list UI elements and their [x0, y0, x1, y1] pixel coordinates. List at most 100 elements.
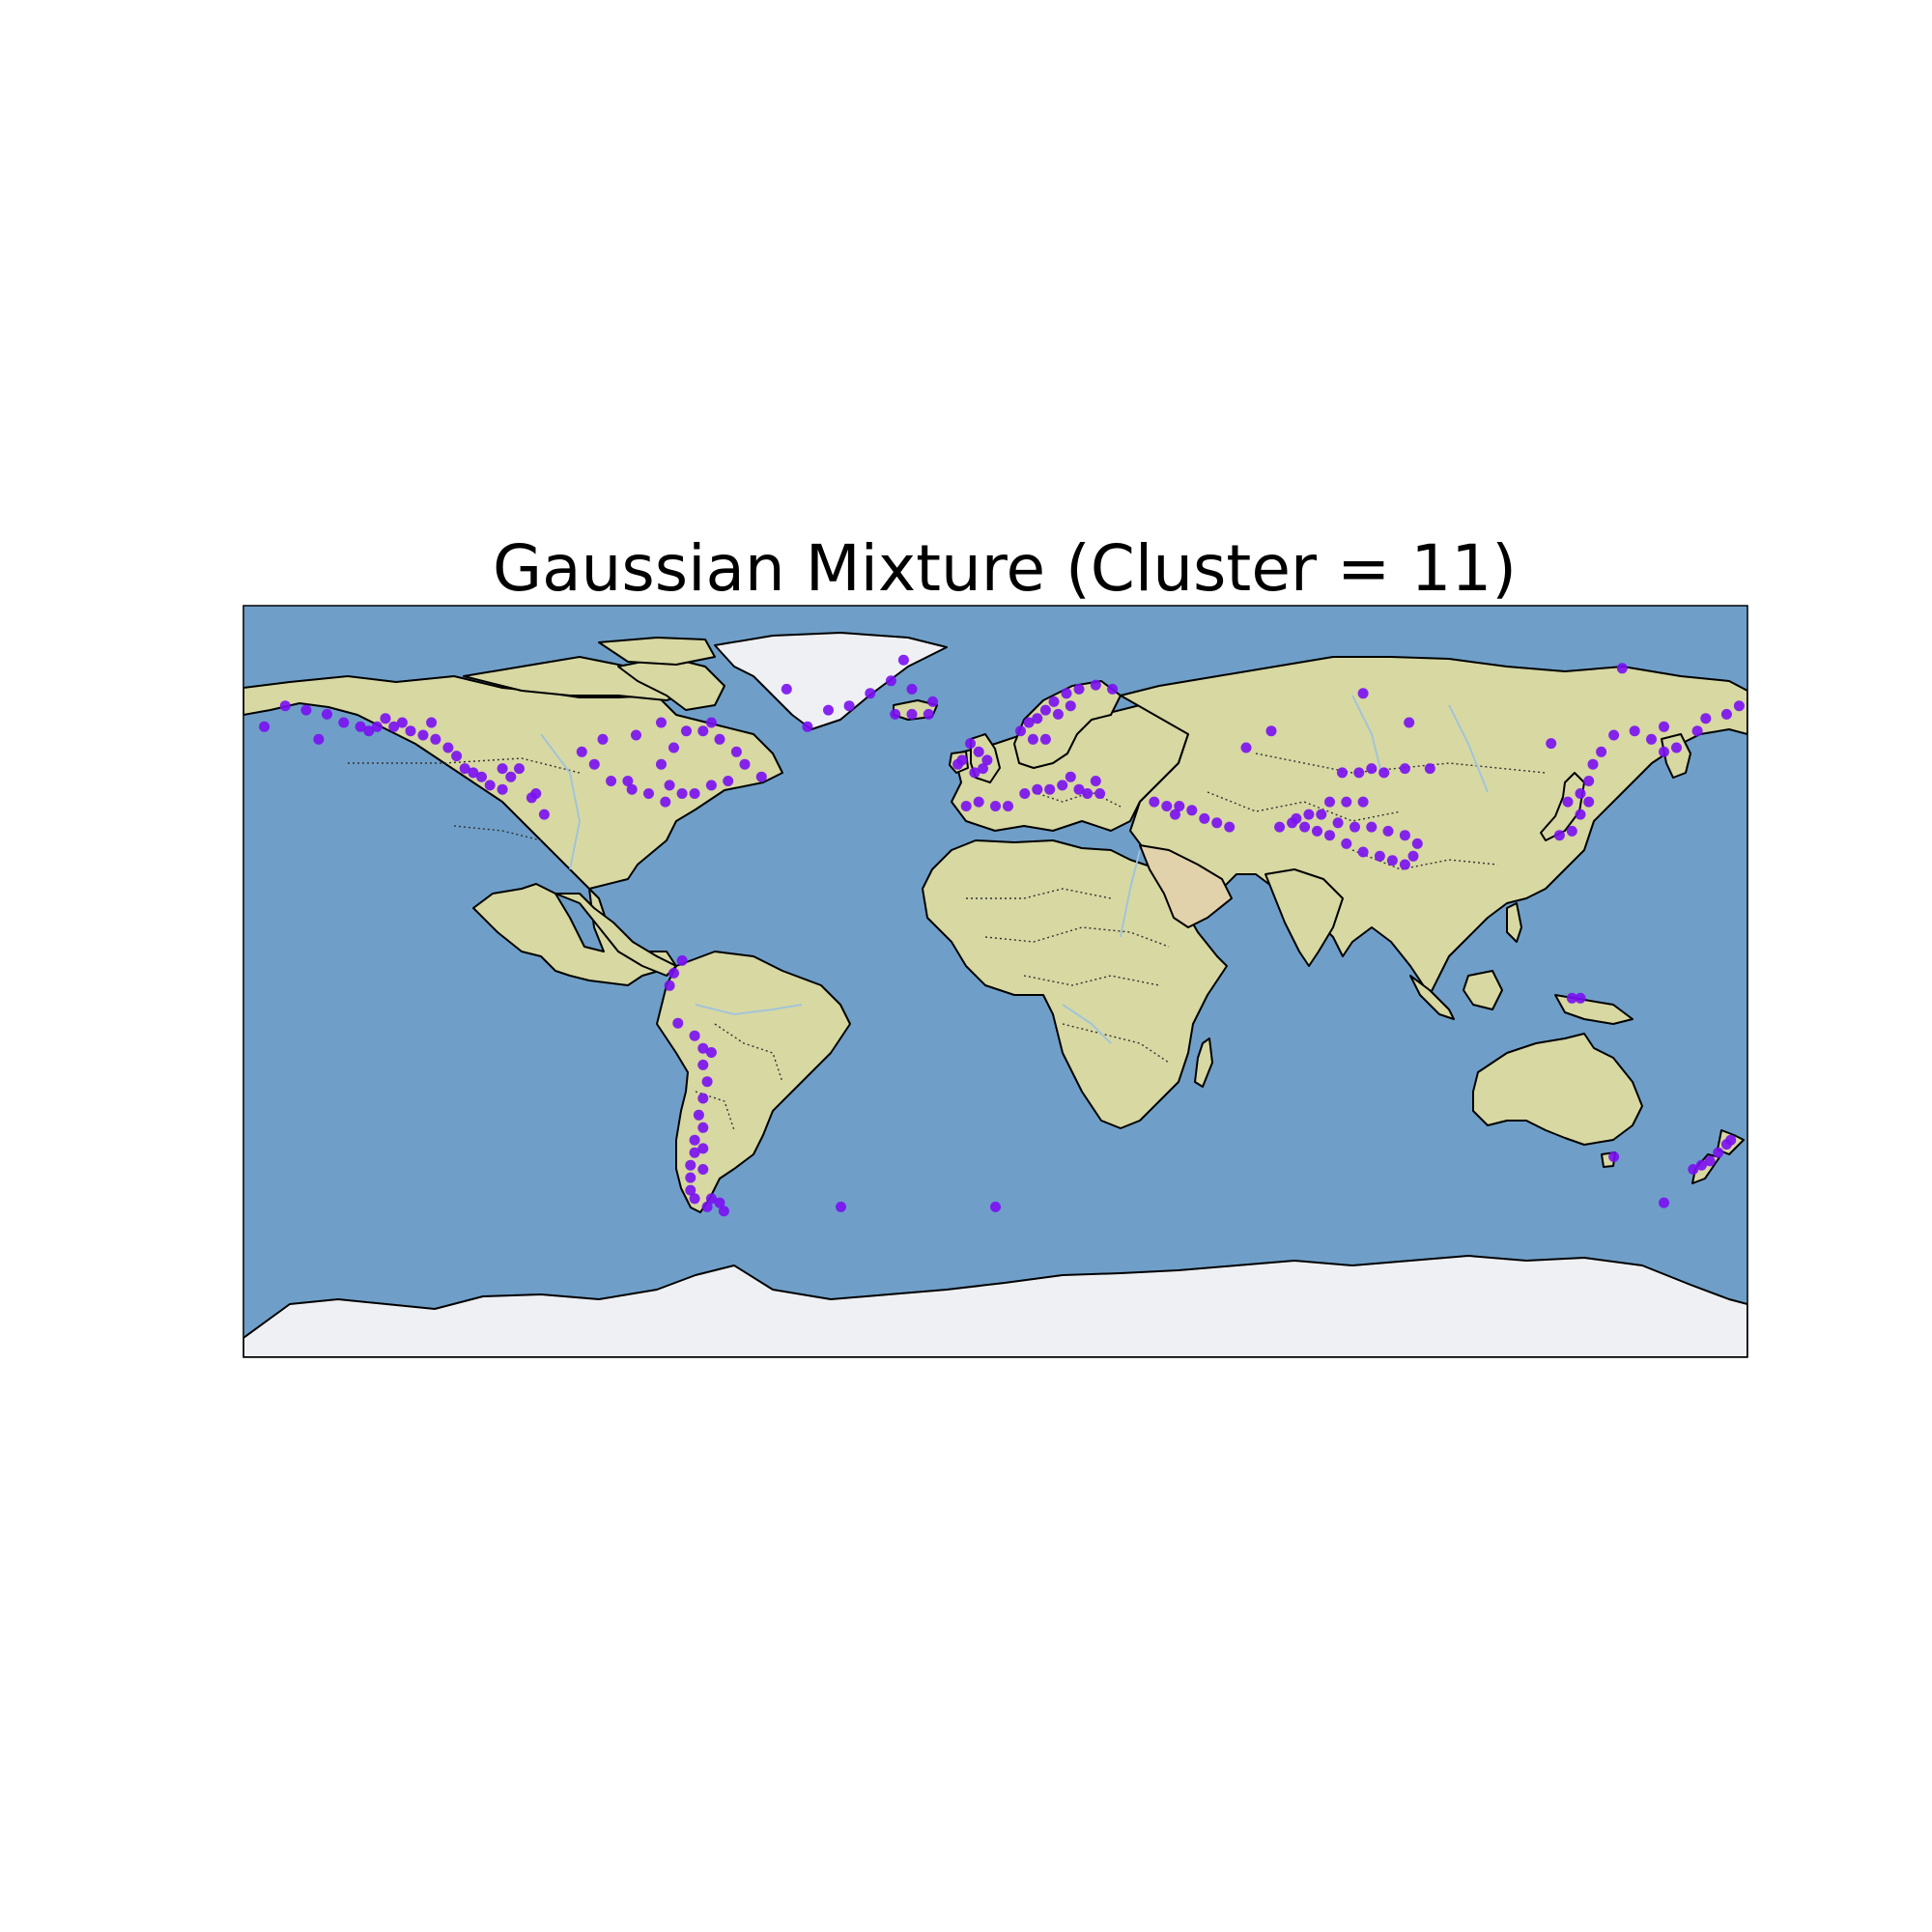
indian-subcontinent	[1264, 868, 1344, 967]
cluster-point	[1170, 809, 1180, 820]
ellesmere-island	[598, 637, 716, 666]
cluster-point	[705, 1047, 717, 1058]
cluster-point	[1324, 830, 1335, 841]
cluster-point	[1659, 1197, 1669, 1208]
cluster-point	[1608, 729, 1620, 741]
cluster-point	[1629, 725, 1640, 737]
cluster-point	[923, 708, 934, 720]
cluster-point	[1023, 717, 1035, 728]
cluster-point	[1186, 805, 1198, 816]
cluster-point	[865, 688, 876, 699]
cluster-point	[1337, 767, 1348, 779]
cluster-point	[1407, 850, 1419, 862]
cluster-point	[405, 725, 416, 737]
cluster-point	[730, 746, 742, 757]
cluster-point	[363, 725, 375, 737]
figure-title: Gaussian Mixture (Cluster = 11)	[493, 531, 1517, 606]
cluster-point	[538, 809, 550, 820]
cluster-point	[668, 967, 679, 979]
cluster-point	[622, 776, 634, 786]
cluster-point	[1065, 700, 1076, 712]
cluster-point	[969, 767, 980, 779]
cluster-point	[1700, 713, 1712, 724]
cluster-point	[1303, 809, 1315, 820]
borneo	[1463, 970, 1503, 1010]
sumatra	[1409, 975, 1455, 1020]
cluster-point	[380, 713, 391, 724]
cluster-points	[259, 654, 1745, 1217]
cluster-point	[1039, 704, 1051, 716]
scandinavia	[1013, 680, 1122, 769]
cluster-point	[714, 1197, 725, 1208]
cluster-point	[1720, 708, 1732, 720]
cluster-point	[1107, 683, 1119, 695]
cluster-point	[897, 654, 909, 666]
cluster-point	[430, 733, 441, 745]
cluster-point	[505, 771, 517, 782]
cluster-point	[1366, 763, 1378, 775]
cluster-point	[1090, 679, 1101, 691]
cluster-point	[836, 1201, 846, 1212]
cluster-point	[701, 1076, 713, 1088]
cluster-point	[1553, 830, 1565, 841]
cluster-point	[689, 788, 700, 799]
cluster-point	[1659, 721, 1669, 732]
cluster-point	[1562, 796, 1574, 808]
cluster-point	[1211, 817, 1223, 829]
cluster-point	[981, 754, 993, 766]
cluster-point	[952, 758, 964, 770]
cluster-point	[718, 1206, 729, 1217]
cluster-point	[1382, 825, 1394, 837]
cluster-point	[1399, 859, 1410, 870]
cluster-point	[1583, 796, 1595, 808]
cluster-point	[697, 1093, 709, 1104]
cluster-point	[1149, 796, 1160, 808]
cluster-point	[689, 1030, 700, 1041]
cluster-point	[1575, 992, 1586, 1004]
cluster-point	[322, 708, 332, 720]
cluster-point	[1015, 725, 1026, 737]
cluster-point	[739, 758, 751, 770]
madagascar	[1194, 1037, 1213, 1088]
cluster-point	[1240, 742, 1252, 753]
cluster-point	[1691, 725, 1703, 737]
cluster-point	[631, 729, 641, 741]
cluster-point	[689, 1134, 700, 1146]
cluster-point	[355, 721, 366, 732]
cluster-point	[697, 1164, 709, 1175]
cluster-point	[664, 980, 675, 991]
cluster-point	[1616, 663, 1628, 674]
cluster-point	[1350, 821, 1360, 833]
cluster-point	[1174, 801, 1185, 811]
north-america	[243, 675, 783, 986]
cluster-point	[626, 783, 638, 795]
cluster-point	[1299, 821, 1311, 833]
cluster-point	[705, 717, 717, 728]
cluster-point	[476, 771, 487, 782]
cluster-point	[1312, 825, 1322, 837]
cluster-point	[705, 780, 717, 791]
greenland	[714, 632, 948, 730]
cluster-point	[693, 1109, 704, 1121]
cluster-point	[656, 717, 667, 728]
cluster-point	[1366, 821, 1378, 833]
australia	[1472, 1033, 1643, 1146]
cluster-point	[1044, 783, 1056, 795]
cluster-point	[1061, 688, 1072, 699]
cluster-point	[965, 738, 976, 750]
cluster-point	[1546, 738, 1557, 750]
cluster-point	[1688, 1164, 1699, 1175]
arabian-peninsula	[1139, 844, 1233, 928]
cluster-point	[823, 704, 834, 716]
cluster-point	[676, 788, 688, 799]
cluster-point	[606, 776, 617, 786]
africa	[922, 839, 1228, 1129]
cluster-point	[1357, 796, 1369, 808]
cluster-point	[1341, 838, 1352, 849]
cluster-point	[1032, 783, 1043, 795]
cluster-point	[426, 717, 438, 728]
cluster-point	[1353, 767, 1365, 779]
cluster-point	[1399, 830, 1410, 841]
cluster-point	[259, 721, 270, 732]
cluster-point	[705, 1193, 717, 1205]
